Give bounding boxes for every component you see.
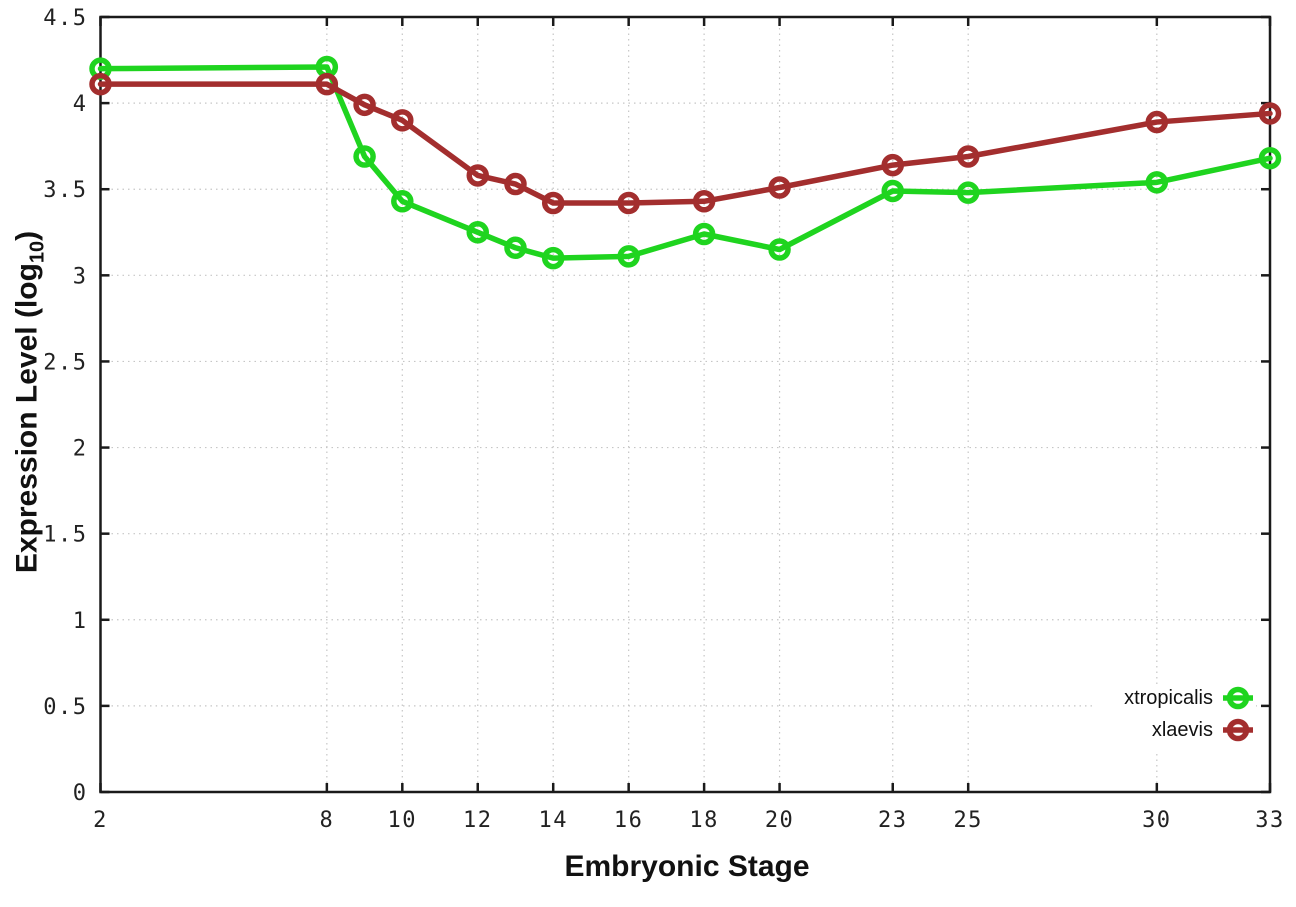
data-point-xtropicalis-stage-10 bbox=[391, 190, 414, 213]
data-point-xlaevis-stage-8 bbox=[315, 72, 339, 96]
x-tick-label-16: 16 bbox=[614, 808, 644, 833]
data-point-xlaevis-stage-9 bbox=[353, 93, 376, 117]
x-tick-label-2: 2 bbox=[93, 808, 108, 833]
y-axis-title-subscript: 10 bbox=[26, 240, 49, 264]
y-axis-title: Expression Level (log10) bbox=[11, 231, 50, 573]
x-tick-label-25: 25 bbox=[953, 808, 983, 833]
x-tick-label-33: 33 bbox=[1255, 808, 1285, 833]
data-point-xlaevis-stage-12 bbox=[466, 164, 490, 187]
data-point-xtropicalis-stage-13 bbox=[504, 236, 527, 260]
x-tick-label-12: 12 bbox=[463, 808, 493, 833]
data-point-xlaevis-stage-2 bbox=[89, 72, 112, 96]
data-point-xlaevis-stage-23 bbox=[881, 153, 904, 177]
data-point-xtropicalis-stage-18 bbox=[692, 222, 716, 246]
data-point-xtropicalis-stage-16 bbox=[617, 245, 640, 268]
y-tick-label-1: 1 bbox=[73, 609, 88, 634]
y-tick-label-3.5: 3.5 bbox=[43, 178, 87, 203]
legend-item-xlaevis: xlaevis bbox=[1124, 716, 1253, 744]
data-point-xlaevis-stage-33 bbox=[1258, 102, 1282, 125]
y-axis-title-text: Expression Level (log bbox=[10, 263, 44, 574]
data-point-xlaevis-stage-14 bbox=[541, 191, 565, 215]
x-tick-label-10: 10 bbox=[388, 808, 418, 833]
data-point-xtropicalis-stage-30 bbox=[1145, 171, 1169, 194]
legend-item-xtropicalis: xtropicalis bbox=[1124, 684, 1253, 712]
y-axis-title-suffix: ) bbox=[10, 230, 44, 241]
legend-label-xlaevis: xlaevis bbox=[1151, 719, 1213, 741]
y-tick-label-0.5: 0.5 bbox=[43, 695, 87, 720]
data-point-xtropicalis-stage-20 bbox=[768, 238, 791, 261]
x-tick-label-20: 20 bbox=[765, 808, 795, 833]
legend: xtropicalis xlaevis bbox=[1118, 684, 1253, 744]
data-point-xtropicalis-stage-12 bbox=[466, 221, 490, 244]
data-point-xlaevis-stage-13 bbox=[504, 172, 527, 196]
data-point-xlaevis-stage-30 bbox=[1145, 110, 1169, 134]
data-point-xtropicalis-stage-23 bbox=[881, 179, 904, 203]
xlaevis-marker-icon bbox=[1223, 718, 1253, 742]
data-point-xtropicalis-stage-25 bbox=[956, 181, 980, 204]
y-tick-label-2: 2 bbox=[73, 437, 88, 462]
data-point-xlaevis-stage-20 bbox=[768, 176, 791, 199]
data-point-xlaevis-stage-18 bbox=[692, 190, 716, 213]
y-tick-label-4: 4 bbox=[73, 92, 88, 117]
x-axis-title: Embryonic Stage bbox=[564, 850, 810, 883]
legend-label-xtropicalis: xtropicalis bbox=[1124, 687, 1213, 709]
y-tick-label-0: 0 bbox=[73, 781, 88, 806]
data-point-xlaevis-stage-10 bbox=[391, 109, 414, 132]
y-tick-label-2.5: 2.5 bbox=[43, 350, 87, 375]
x-tick-label-23: 23 bbox=[878, 808, 908, 833]
y-tick-label-1.5: 1.5 bbox=[43, 523, 87, 548]
x-tick-label-18: 18 bbox=[689, 808, 719, 833]
xtropicalis-marker-icon bbox=[1223, 686, 1253, 710]
data-point-xtropicalis-stage-14 bbox=[541, 246, 565, 270]
data-point-xtropicalis-stage-9 bbox=[353, 145, 376, 168]
series-line-xtropicalis bbox=[97, 64, 1273, 261]
data-point-xlaevis-stage-16 bbox=[617, 191, 640, 215]
x-tick-label-8: 8 bbox=[319, 808, 334, 833]
plot-border bbox=[99, 15, 1272, 794]
x-tick-label-14: 14 bbox=[538, 808, 568, 833]
x-tick-label-30: 30 bbox=[1142, 808, 1172, 833]
y-tick-label-4.5: 4.5 bbox=[43, 6, 87, 31]
data-point-xtropicalis-stage-33 bbox=[1258, 146, 1282, 170]
data-point-xlaevis-stage-25 bbox=[956, 145, 980, 168]
y-tick-label-3: 3 bbox=[73, 264, 88, 289]
